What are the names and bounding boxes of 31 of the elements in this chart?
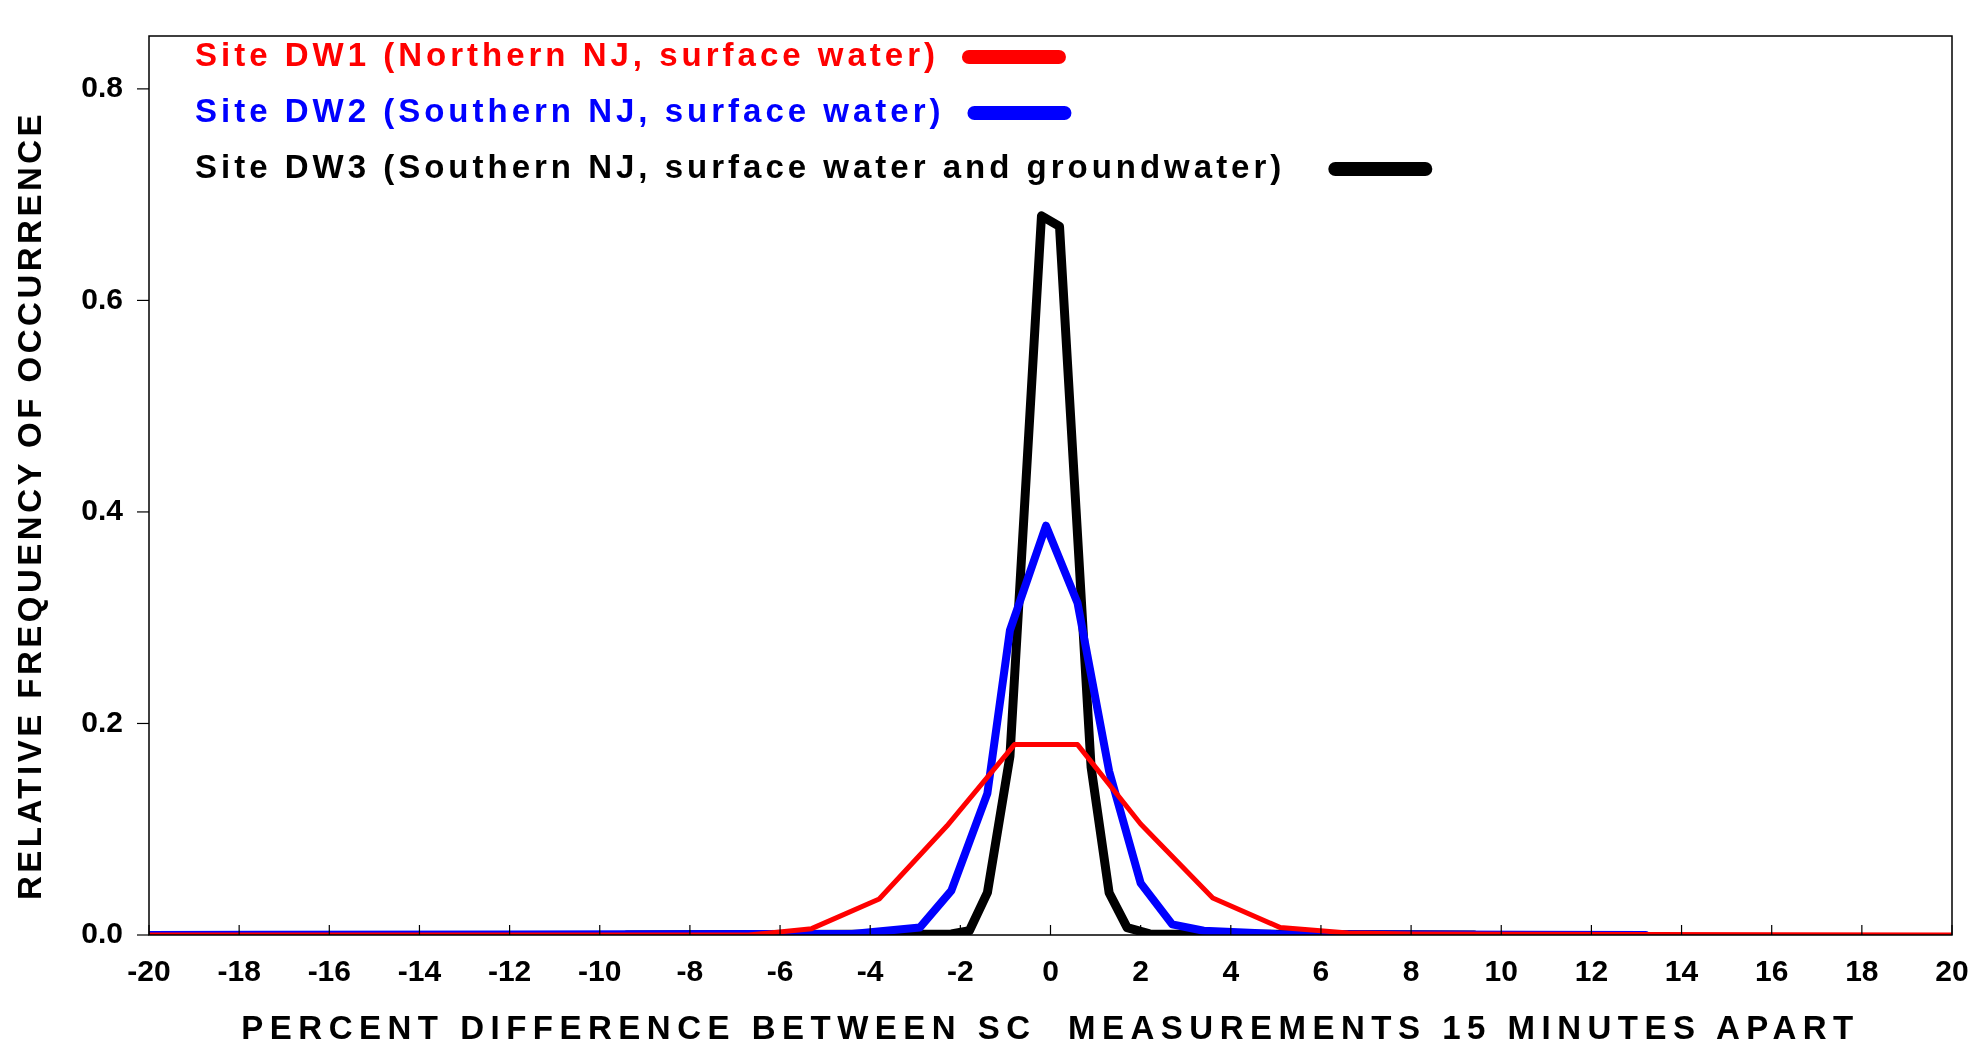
x-tick-label: 6: [1312, 954, 1330, 988]
x-tick-label: 18: [1845, 954, 1879, 988]
y-tick-label: 0.4: [81, 493, 124, 527]
x-tick-label: -6: [766, 954, 794, 988]
x-tick-label: 12: [1574, 954, 1609, 988]
x-tick-label: -10: [578, 954, 622, 988]
x-tick-label: 2: [1132, 954, 1149, 988]
x-tick-label: -14: [397, 954, 442, 988]
x-tick-label: -4: [856, 954, 884, 988]
y-tick-label: 0.0: [81, 916, 123, 950]
x-tick-label: 16: [1755, 954, 1789, 988]
y-tick-label: 0.6: [81, 281, 123, 315]
x-tick-label: -2: [947, 954, 974, 988]
x-tick-label: 10: [1484, 954, 1518, 988]
x-tick-label: -16: [307, 954, 351, 988]
x-tick-label: 14: [1664, 954, 1699, 988]
x-tick-label: 4: [1222, 954, 1240, 988]
x-tick-label: 0: [1042, 954, 1059, 988]
legend-label: Site DW1 (Northern NJ, surface water): [195, 36, 939, 74]
y-tick-label: 0.2: [81, 704, 123, 738]
legend-label: Site DW3 (Southern NJ, surface water and groundwater): [195, 148, 1286, 186]
y-axis-title: RELATIVE FREQUENCY OF OCCURRENCE: [11, 110, 49, 901]
x-tick-label: -20: [127, 954, 171, 988]
x-tick-label: 20: [1935, 954, 1969, 988]
x-tick-label: -8: [676, 954, 704, 988]
x-tick-label: -12: [487, 954, 532, 988]
x-tick-label: -18: [217, 954, 261, 988]
x-tick-label: 8: [1402, 954, 1420, 988]
y-tick-label: 0.8: [81, 70, 123, 104]
legend-label: Site DW2 (Southern NJ, surface water): [195, 92, 945, 130]
x-axis-title: PERCENT DIFFERENCE BETWEEN SC MEASUREMENTS 15 MINUTES APART: [241, 1009, 1860, 1047]
